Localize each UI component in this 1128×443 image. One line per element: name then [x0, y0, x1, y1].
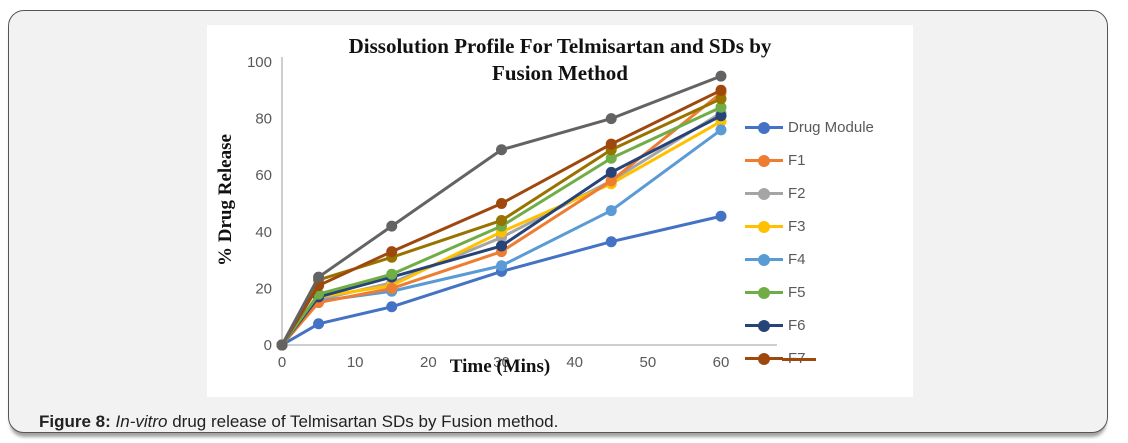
legend-line-swatch	[745, 220, 783, 233]
data-point-marker	[715, 210, 727, 222]
legend-line-swatch	[745, 253, 783, 266]
data-point-marker	[605, 166, 617, 178]
data-point-marker	[386, 246, 398, 258]
y-tick-label: 40	[255, 224, 272, 241]
legend-item: F3	[745, 216, 913, 237]
y-tick-label: 0	[264, 337, 272, 354]
legend-item: F1	[745, 150, 913, 171]
data-point-marker	[605, 113, 617, 125]
data-point-marker	[605, 205, 617, 217]
data-point-marker	[496, 214, 507, 226]
y-tick-label: 100	[247, 54, 272, 71]
x-axis-title: Time (Mins)	[449, 356, 551, 377]
legend-item: F7	[745, 348, 913, 369]
x-tick-label: 40	[566, 354, 583, 371]
chart-title: Dissolution Profile For Telmisartan and …	[267, 33, 853, 87]
data-point-marker	[313, 318, 325, 330]
data-point-marker	[276, 339, 288, 351]
legend-marker-icon	[758, 187, 770, 200]
chart-legend: Drug Module F1 F2 F3 F4 F5 F6 F7	[745, 117, 913, 381]
legend-item: F6	[745, 315, 913, 336]
data-point-marker	[715, 93, 727, 105]
chart-panel: Dissolution Profile For Telmisartan and …	[207, 25, 913, 397]
data-point-marker	[715, 110, 727, 122]
data-point-marker	[386, 301, 398, 313]
legend-label: Drug Module	[788, 119, 874, 136]
data-point-marker	[386, 268, 398, 280]
data-point-marker	[715, 70, 727, 82]
legend-label: F4	[788, 251, 806, 268]
legend-line-swatch	[745, 121, 783, 134]
data-point-marker	[496, 240, 507, 252]
data-point-marker	[496, 198, 507, 209]
caption-italic-term: In-vitro	[115, 412, 168, 431]
dissolution-line-chart: 0 10 20 30 40 50 60 0 20 40 60 80 100	[247, 54, 777, 371]
legend-line-swatch	[745, 154, 783, 167]
data-point-marker	[496, 144, 507, 156]
legend-item: Drug Module	[745, 117, 913, 138]
legend-marker-icon	[758, 352, 770, 365]
legend-item: F5	[745, 282, 913, 303]
x-tick-label: 30	[493, 354, 510, 371]
legend-item: F4	[745, 249, 913, 270]
caption-text: drug release of Telmisartan SDs by Fusio…	[167, 412, 559, 431]
legend-marker-icon	[758, 220, 770, 233]
legend-label: F3	[788, 218, 806, 235]
figure-caption: Figure 8: In-vitro drug release of Telmi…	[39, 412, 558, 432]
data-point-marker	[605, 236, 617, 248]
data-point-marker	[715, 84, 727, 96]
legend-label: F7	[782, 350, 816, 367]
y-tick-label: 80	[255, 111, 272, 128]
series-line	[280, 91, 723, 347]
series-line	[280, 214, 723, 347]
x-tick-label: 50	[639, 354, 656, 371]
legend-marker-icon	[758, 253, 770, 266]
y-tick-label: 60	[255, 167, 272, 184]
legend-label-overstrike-line	[782, 358, 816, 361]
x-tick-label: 10	[347, 354, 364, 371]
caption-figure-number: Figure 8:	[39, 412, 116, 431]
legend-line-swatch	[745, 352, 783, 365]
legend-marker-icon	[758, 286, 770, 299]
series-line	[280, 105, 723, 347]
series-line	[280, 74, 723, 347]
y-tick-label: 20	[255, 280, 272, 297]
chart-title-line2: Fusion Method	[492, 61, 628, 85]
legend-label: F5	[788, 284, 806, 301]
series-line	[280, 88, 723, 347]
legend-line-swatch	[745, 319, 783, 332]
data-point-marker	[605, 138, 617, 150]
legend-line-swatch	[745, 187, 783, 200]
data-point-marker	[386, 220, 398, 232]
legend-marker-icon	[758, 121, 770, 134]
legend-marker-icon	[758, 319, 770, 332]
data-point-marker	[605, 152, 617, 164]
chart-title-line1: Dissolution Profile For Telmisartan and …	[348, 34, 772, 58]
data-point-marker	[313, 271, 325, 283]
legend-marker-icon	[758, 154, 770, 167]
legend-label: F1	[788, 152, 806, 169]
x-tick-label: 0	[278, 354, 286, 371]
legend-label: F2	[788, 185, 806, 202]
legend-label: F6	[788, 317, 806, 334]
legend-item: F2	[745, 183, 913, 204]
data-point-marker	[605, 175, 617, 187]
data-point-marker	[715, 101, 727, 113]
figure-card: Dissolution Profile For Telmisartan and …	[8, 10, 1108, 433]
x-tick-label: 20	[420, 354, 437, 371]
data-point-marker	[496, 260, 507, 272]
x-tick-label: 60	[713, 354, 730, 371]
data-point-marker	[715, 124, 727, 136]
data-point-marker	[386, 282, 398, 294]
legend-line-swatch	[745, 286, 783, 299]
